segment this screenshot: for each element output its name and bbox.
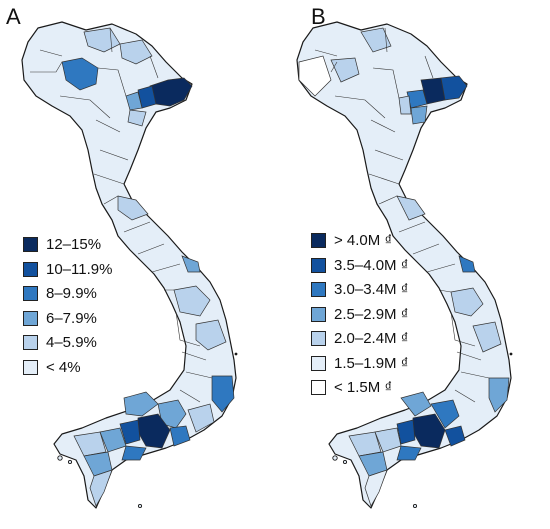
island xyxy=(332,455,338,461)
legend: 12–15% 10–11.9% 8–9.9% 6–7.9% 4–5.9% < 4% xyxy=(23,234,112,381)
legend-label: 8–9.9% xyxy=(46,285,97,302)
province xyxy=(211,375,235,413)
legend-swatch xyxy=(311,355,326,371)
legend-item: < 4% xyxy=(23,357,112,378)
legend-label: 3.0–3.4M ₫ xyxy=(334,281,409,298)
province xyxy=(364,469,388,507)
legend-label: 1.5–1.9M ₫ xyxy=(334,354,409,372)
province xyxy=(119,419,141,445)
province-boundaries xyxy=(314,27,490,403)
legend-swatch xyxy=(23,310,38,326)
province xyxy=(187,403,215,433)
island xyxy=(57,455,63,461)
panel-letter: A xyxy=(6,4,21,29)
province xyxy=(83,27,121,53)
province xyxy=(181,255,201,273)
legend-item: 10–11.9% xyxy=(23,259,112,280)
legend-swatch xyxy=(23,359,38,375)
legend: > 4.0M ₫ 3.5–4.0M ₫ 3.0–3.4M ₫ 2.5–2.9M ₫ 2.… xyxy=(311,230,408,402)
legend-label: 12–15% xyxy=(46,236,102,253)
vietnam-map xyxy=(21,21,238,509)
legend-swatch xyxy=(311,306,326,322)
province xyxy=(450,287,484,317)
legend-item: 8–9.9% xyxy=(23,283,112,304)
legend-swatch xyxy=(311,233,326,248)
legend-item: < 1.5M ₫ xyxy=(311,377,408,398)
legend-label: 2.0–2.4M ₫ xyxy=(334,330,409,347)
legend-item: 1.5–1.9M ₫ xyxy=(311,353,408,374)
province xyxy=(396,195,426,221)
legend-swatch xyxy=(23,261,38,277)
province xyxy=(298,55,332,97)
province xyxy=(398,95,412,115)
island xyxy=(509,352,513,356)
province xyxy=(169,425,191,447)
province xyxy=(396,445,422,461)
island xyxy=(342,459,348,465)
province xyxy=(396,419,416,445)
island xyxy=(137,503,143,509)
legend-item: 2.5–2.9M ₫ xyxy=(311,304,408,325)
province xyxy=(458,255,476,273)
province xyxy=(330,57,360,83)
legend-label: < 1.5M ₫ xyxy=(334,379,393,396)
province xyxy=(195,319,227,351)
province xyxy=(89,469,113,507)
province xyxy=(360,27,392,53)
province xyxy=(127,109,147,127)
legend-label: 2.5–2.9M ₫ xyxy=(334,305,409,323)
province xyxy=(440,75,468,101)
island xyxy=(234,352,238,356)
legend-swatch xyxy=(23,335,38,350)
legend-swatch xyxy=(311,257,326,273)
province xyxy=(173,285,211,317)
province xyxy=(444,425,466,447)
province xyxy=(117,195,149,221)
province xyxy=(121,445,147,461)
legend-swatch xyxy=(23,286,38,301)
legend-item: 6–7.9% xyxy=(23,308,112,329)
province xyxy=(125,91,143,111)
panel-a: A 12–15% 10–11.9% 8–9.9% 6–7.9 xyxy=(6,4,238,509)
legend-item: 12–15% xyxy=(23,234,112,255)
legend-item: 4–5.9% xyxy=(23,332,112,353)
province xyxy=(61,57,99,91)
vietnam-map xyxy=(296,21,513,509)
island xyxy=(412,503,418,509)
province xyxy=(410,105,428,125)
province-boundaries xyxy=(30,27,213,403)
legend-item: 3.0–3.4M ₫ xyxy=(311,279,408,300)
province xyxy=(119,39,153,65)
legend-item: > 4.0M ₫ xyxy=(311,230,408,251)
panel-b: B > 4.0M ₫ 3.5–4.0M ₫ 3.0–3.4M ₫ 2.5–2.9M ₫… xyxy=(275,0,550,529)
legend-item: 2.0–2.4M ₫ xyxy=(311,328,408,349)
panel-letter: B xyxy=(311,4,326,29)
province xyxy=(123,391,159,417)
legend-swatch xyxy=(311,282,326,297)
province xyxy=(472,321,502,353)
legend-swatch xyxy=(311,380,326,395)
legend-label: 4–5.9% xyxy=(46,334,97,351)
legend-swatch xyxy=(23,237,38,252)
legend-label: 6–7.9% xyxy=(46,309,97,327)
legend-label: > 4.0M ₫ xyxy=(334,232,393,249)
legend-swatch xyxy=(311,331,326,346)
legend-label: 10–11.9% xyxy=(46,260,113,278)
province xyxy=(149,77,193,107)
legend-item: 3.5–4.0M ₫ xyxy=(311,255,408,276)
province xyxy=(488,377,510,413)
legend-label: 3.5–4.0M ₫ xyxy=(334,256,409,274)
province xyxy=(430,399,460,429)
legend-label: < 4% xyxy=(46,358,81,376)
island xyxy=(67,459,73,465)
province xyxy=(400,391,432,417)
